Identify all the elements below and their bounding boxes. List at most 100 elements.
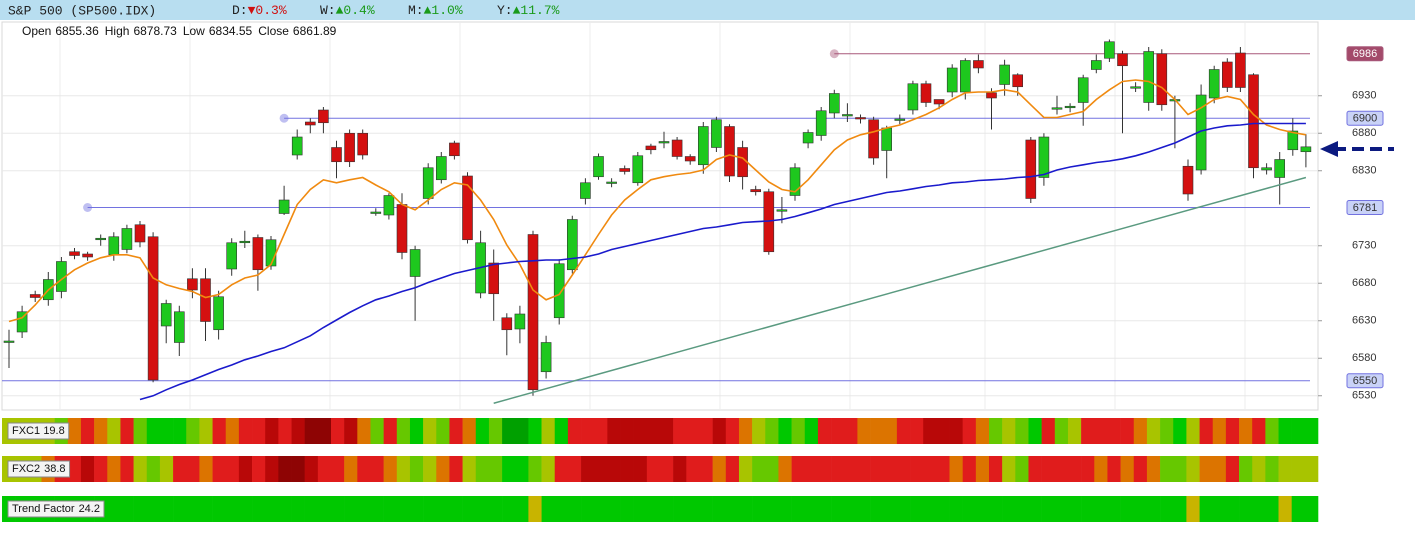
indicator-cell [146,496,161,522]
ohlc-value: 6861.89 [293,24,337,38]
indicator-cell [383,496,398,522]
indicator-cell [831,418,845,444]
candle-body [815,110,827,136]
indicator-cell [620,496,634,522]
indicator-cell [831,456,845,482]
indicator-cell [146,456,161,482]
indicator-cell [817,456,832,482]
indicator-cell [488,418,503,444]
indicator-cell [1239,496,1253,522]
candle-body [1182,165,1194,195]
indicator-cell [1081,496,1095,522]
indicator-cell [1199,456,1214,482]
indicator-cell [107,456,121,482]
indicator-cell [173,496,187,522]
candle-body [776,209,788,212]
candle-body [501,317,513,331]
candle-body [488,262,500,295]
candle-body [789,167,801,196]
indicator-cell [212,418,227,444]
indicator-cell [252,456,266,482]
indicator-cell [949,418,963,444]
candle-body [750,189,762,193]
indicator-cell [1094,456,1108,482]
indicator-cell [462,456,477,482]
candle-body [1025,139,1037,199]
indicator-cell [989,418,1003,444]
candle-body [1064,105,1076,109]
candle-body [29,294,41,298]
candle-body [1274,159,1285,178]
indicator-cell [778,418,792,444]
indicator-cell [699,456,713,482]
indicator-cell [252,496,266,522]
level-anchor [829,49,839,59]
indicator-cell [936,496,950,522]
candle-body [1235,52,1246,88]
ohlc-value: 6878.73 [133,24,177,38]
candle-body [593,156,604,178]
candle-body [95,237,106,241]
indicator-cell [475,418,490,444]
indicator-cell [620,456,634,482]
indicator-cell [159,418,174,444]
candle-body [514,313,526,330]
change-label: W: [320,3,336,18]
indicator-label-box [7,422,70,440]
candle-body [160,303,172,327]
candle-body [1222,61,1233,88]
indicator-cell [844,456,858,482]
indicator-cell [212,496,227,522]
indicator-cell [1054,496,1069,522]
indicator-cell [409,418,424,444]
indicator-cell [936,418,950,444]
candle-body [278,199,290,214]
candle-body [1077,77,1089,103]
indicator-cell [173,456,187,482]
indicator-cell [1133,418,1148,444]
indicator-cell [975,456,990,482]
candle-body [1300,146,1312,153]
indicator-cell [383,418,398,444]
indicator-cell [817,496,832,522]
ohlc-label: Close [258,24,289,38]
candle-body [1091,60,1102,70]
indicator-cell [594,418,608,444]
indicator-cell [1212,456,1227,482]
indicator-cell [423,418,437,444]
indicator-cell [317,418,332,444]
indicator-cell [133,456,148,482]
indicator-cell [989,456,1003,482]
indicator-cell [660,456,674,482]
candle-body [645,145,657,151]
candle-body [828,93,840,114]
indicator-cell [265,418,279,444]
indicator-cell [409,456,424,482]
indicator-cell [923,496,937,522]
indicator-cell [1304,496,1319,522]
indicator-cell [186,456,200,482]
indicator-cell [1173,456,1187,482]
indicator-cell [1133,456,1148,482]
indicator-cell [462,418,477,444]
indicator-cell [331,456,345,482]
indicator-cell [686,456,700,482]
indicator-cell [1094,418,1108,444]
indicator-cell [409,496,424,522]
indicator-cell [725,456,740,482]
indicator-cell [265,496,279,522]
candle-body [396,204,408,253]
ohlc-header: Open 6855.36 High 6878.73 Low 6834.55 Close 686… [22,24,337,38]
indicator-cell [883,456,898,482]
indicator-cell [1054,418,1069,444]
indicator-cell [67,418,82,444]
indicator-cell [344,456,358,482]
indicator-cell [738,496,753,522]
indicator-cell [1265,496,1279,522]
indicator-cell [567,418,582,444]
indicator-cell [475,456,490,482]
indicator-cell [712,456,727,482]
level-label-box [1346,373,1384,389]
indicator-cell [357,496,371,522]
indicator-cell [975,418,990,444]
